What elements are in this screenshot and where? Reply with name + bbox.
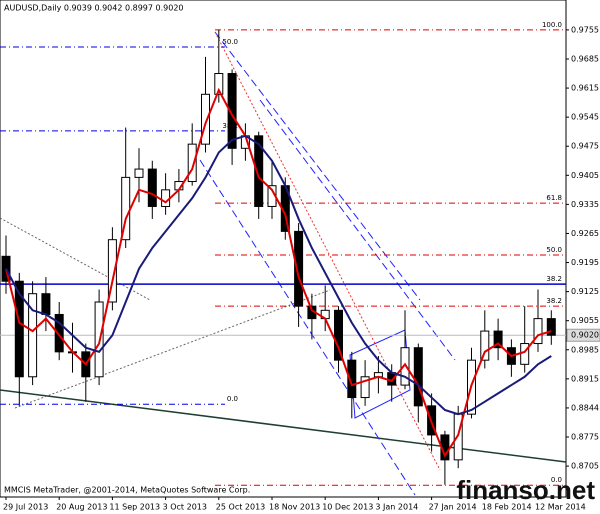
candle-body [28,293,38,378]
horizontal-line-label: 38.2 [546,275,562,283]
candle-body [413,347,423,407]
y-tick-label: 0.8915 [571,374,599,383]
candle-body [41,293,51,315]
trend-line [14,289,331,409]
candle-body [254,135,264,207]
candle-body [147,168,157,207]
candle-body [533,318,543,345]
x-tick-label: 18 Feb 2014 [482,503,532,512]
plot-frame [0,0,567,498]
x-tick-label: 3 Oct 2013 [163,503,207,512]
x-tick-label: 3 Jan 2014 [375,503,418,512]
y-tick-label: 0.9405 [571,171,599,180]
trend-line [0,217,151,301]
candle-body [161,189,171,207]
y-tick-label: 0.9615 [571,84,599,93]
fib-label: 100.0 [542,21,562,29]
fib-label: 50.0 [546,246,562,254]
y-tick-label: 0.9545 [571,113,599,122]
copyright: MMCIS MetaTrader, @2001-2014, MetaQuotes… [4,486,250,495]
candle-body [214,73,224,95]
candle-body [334,309,343,361]
candle-body [520,343,530,365]
y-tick-label: 0.9755 [571,25,599,34]
candle-body [134,168,144,178]
candle-body [54,313,64,353]
current-price-box [566,328,600,342]
x-tick-label: 29 Jul 2013 [3,503,48,512]
candle-body [14,280,24,378]
fib-label: 0.0 [551,476,562,484]
candle-body [360,376,370,399]
candle-body [294,230,304,307]
candle-body [107,239,117,303]
y-tick-label: 0.9685 [571,54,599,63]
x-tick-label: 12 Mar 2014 [535,503,586,512]
fib-label: 61.8 [546,194,562,202]
channel-line [199,159,416,496]
y-tick-label: 0.8775 [571,433,599,442]
candle-body [400,347,410,386]
x-tick-label: 20 Aug 2013 [56,503,107,512]
candle-body [493,330,503,349]
fib-label: 50.0 [222,38,238,46]
y-tick-label: 0.9055 [571,316,599,325]
candle-body [347,359,357,399]
x-tick-label: 10 Dec 2013 [322,503,373,512]
channel-line [259,99,456,361]
moving-average [5,87,552,458]
x-tick-label: 25 Oct 2013 [216,503,265,512]
y-tick-label: 0.9335 [571,200,599,209]
fib-label: 38.2 [546,297,562,305]
chart-title: AUDUSD,Daily 0.9039 0.9042 0.8997 0.9020 [4,4,184,13]
y-tick-label: 0.8844 [571,403,599,412]
candle-body [227,73,237,149]
y-tick-label: 0.9125 [571,287,599,296]
x-tick-label: 11 Sep 2013 [109,503,160,512]
y-tick-label: 0.8985 [571,345,599,354]
candle-body [480,330,490,361]
x-tick-label: 27 Jan 2014 [429,503,477,512]
candle-body [546,318,556,336]
x-tick-label: 18 Nov 2013 [269,503,320,512]
fib-label: 0.0 [227,395,238,403]
y-tick-label: 0.9195 [571,258,599,267]
watermark: finanso.net [456,475,595,505]
trend-line [0,389,567,463]
candle-body [201,93,210,145]
moving-average [5,134,552,416]
y-tick-label: 0.8705 [571,462,599,471]
y-tick-label: 0.9475 [571,142,599,151]
y-tick-label: 0.9265 [571,229,599,238]
current-price-label: 0.9020 [571,331,599,340]
candle-body [187,143,197,183]
